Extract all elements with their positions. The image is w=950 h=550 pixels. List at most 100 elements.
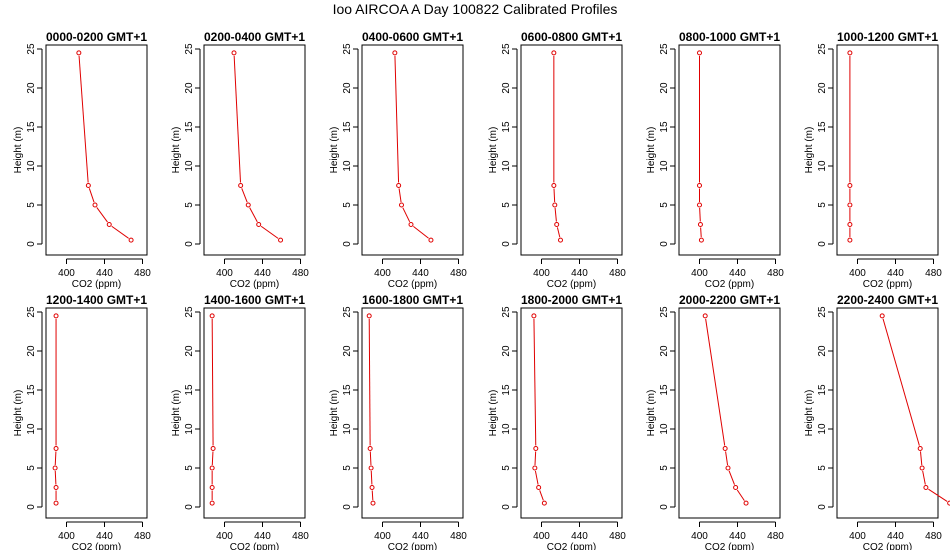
y-tick-label: 0: [659, 504, 670, 510]
x-axis-label: CO2 (ppm): [72, 279, 121, 290]
data-point: [847, 237, 853, 243]
panel-title: 0000-0200 GMT+1: [46, 30, 147, 44]
plot-frame: [361, 44, 464, 256]
y-tick-label: 5: [184, 202, 195, 208]
plot-frame: [520, 44, 623, 256]
y-tick-label: 15: [659, 121, 670, 133]
y-tick-label: 10: [817, 423, 828, 435]
data-point: [209, 313, 215, 319]
x-tick-label: 480: [292, 268, 309, 279]
x-tick-label: 440: [571, 268, 588, 279]
y-tick-label: 20: [817, 345, 828, 357]
panel-title: 0400-0600 GMT+1: [362, 30, 463, 44]
y-tick-label: 0: [501, 504, 512, 510]
y-tick-label: 20: [184, 82, 195, 94]
panel-title: 0200-0400 GMT+1: [204, 30, 305, 44]
y-tick-label: 10: [342, 423, 353, 435]
plot-frame: [45, 307, 148, 519]
x-tick-label: 480: [134, 531, 151, 542]
x-axis-label: CO2 (ppm): [547, 542, 596, 550]
data-point: [725, 465, 731, 471]
x-axis-label: CO2 (ppm): [388, 279, 437, 290]
series-segment: [211, 451, 214, 466]
x-tick-label: 400: [58, 531, 75, 542]
y-tick-label: 10: [501, 423, 512, 435]
y-tick-label: 5: [659, 465, 670, 471]
y-axis-label: Height (m): [804, 127, 815, 174]
data-point: [92, 202, 98, 208]
data-point: [847, 183, 853, 188]
y-tick-label: 15: [184, 384, 195, 396]
y-tick-label: 0: [817, 241, 828, 247]
plot-frame: [678, 44, 781, 256]
series-segment: [534, 451, 537, 466]
y-axis-label: Height (m): [646, 127, 657, 174]
panel-title: 1600-1800 GMT+1: [362, 293, 463, 307]
data-point: [722, 446, 728, 451]
series-segment: [394, 55, 400, 183]
y-axis-label: Height (m): [13, 127, 24, 174]
series-segment: [211, 318, 214, 446]
x-axis-label: CO2 (ppm): [863, 279, 912, 290]
y-tick-label: 5: [817, 465, 828, 471]
y-tick-label: 0: [342, 504, 353, 510]
data-point: [697, 202, 702, 208]
y-tick-label: 0: [184, 504, 195, 510]
x-tick-label: 480: [925, 268, 942, 279]
y-tick-label: 0: [501, 241, 512, 247]
x-tick-label: 480: [609, 268, 626, 279]
series-segment: [553, 188, 556, 203]
series-segment: [556, 227, 561, 238]
x-tick-label: 440: [729, 268, 746, 279]
y-tick-label: 15: [817, 384, 828, 396]
y-tick-label: 25: [184, 43, 195, 55]
series-segment: [369, 451, 372, 466]
x-axis-label: CO2 (ppm): [705, 279, 754, 290]
data-point: [368, 465, 374, 471]
data-point: [53, 313, 59, 319]
x-tick-label: 440: [412, 531, 429, 542]
x-tick-label: 440: [571, 531, 588, 542]
data-point: [85, 183, 91, 188]
panel-title: 1400-1600 GMT+1: [204, 293, 305, 307]
panel-title: 1200-1400 GMT+1: [46, 293, 147, 307]
y-tick-label: 10: [342, 160, 353, 172]
y-tick-label: 25: [817, 306, 828, 318]
y-tick-label: 10: [659, 423, 670, 435]
series-segment: [705, 318, 726, 446]
data-point: [210, 446, 216, 451]
series-segment: [919, 451, 923, 466]
y-tick-label: 10: [26, 423, 37, 435]
data-point: [558, 237, 563, 243]
plot-frame: [678, 307, 781, 519]
series-segment: [922, 470, 926, 485]
data-point: [919, 465, 925, 471]
panel-title: 0800-1000 GMT+1: [679, 30, 780, 44]
y-tick-label: 15: [501, 121, 512, 133]
y-tick-label: 10: [184, 160, 195, 172]
data-point: [554, 222, 560, 227]
data-point: [392, 50, 398, 56]
data-point: [278, 237, 284, 243]
x-tick-label: 400: [533, 531, 550, 542]
panel-title: 1800-2000 GMT+1: [521, 293, 622, 307]
series-segment: [371, 490, 374, 501]
y-tick-label: 20: [501, 82, 512, 94]
x-tick-label: 400: [374, 268, 391, 279]
data-point: [697, 50, 702, 56]
series-segment: [700, 227, 702, 238]
y-tick-label: 25: [659, 306, 670, 318]
plot-frame: [836, 44, 939, 256]
y-tick-label: 25: [817, 43, 828, 55]
series-segment: [554, 207, 557, 222]
y-axis-label: Height (m): [13, 390, 24, 437]
data-point: [923, 485, 929, 490]
series-segment: [402, 207, 411, 223]
data-point: [551, 183, 557, 188]
x-tick-label: 480: [450, 268, 467, 279]
y-tick-label: 5: [817, 202, 828, 208]
x-tick-label: 440: [254, 531, 271, 542]
series-segment: [260, 225, 279, 239]
y-tick-label: 20: [26, 345, 37, 357]
y-tick-label: 10: [659, 160, 670, 172]
